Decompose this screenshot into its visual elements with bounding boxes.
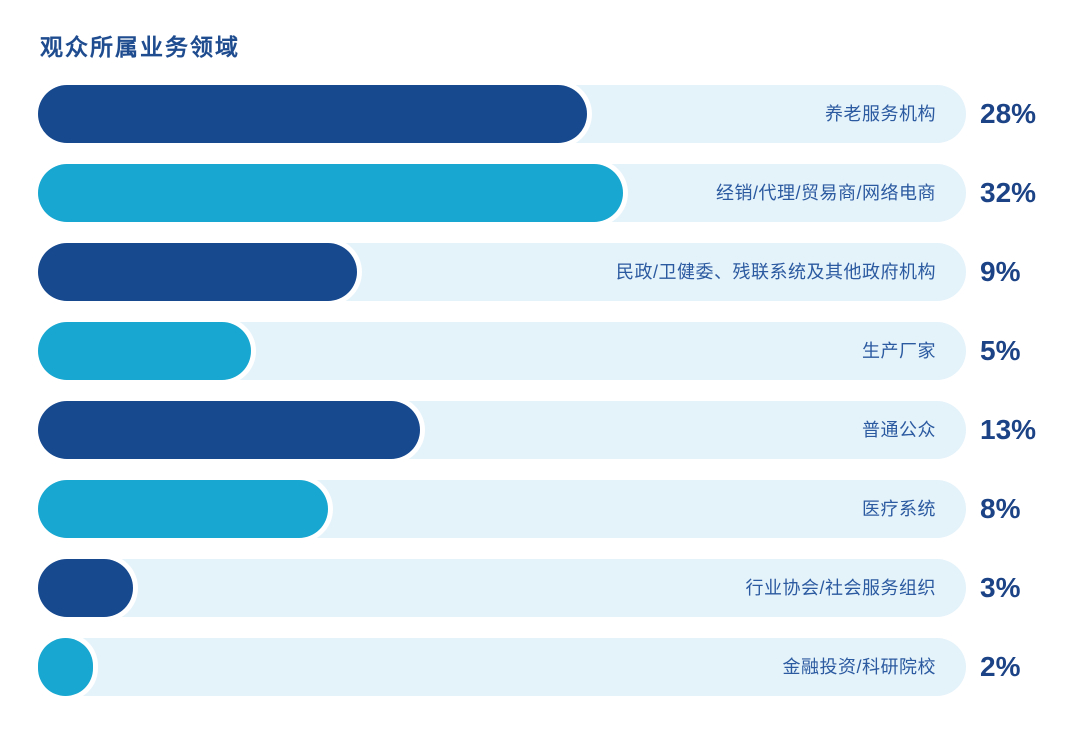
bar-value: 5% — [980, 335, 1021, 366]
bar-row: 生产厂家 5% — [38, 322, 1062, 380]
bar-row: 医疗系统 8% — [38, 480, 1062, 538]
bar-rows-container: 养老服务机构 28% 经销/代理/贸易商/网络电商 32% 民政/卫健委、残联系统及其他… — [38, 85, 1062, 717]
bar-track: 生产厂家 — [38, 322, 966, 380]
chart-title: 观众所属业务领域 — [40, 34, 240, 60]
bar-track: 民政/卫健委、残联系统及其他政府机构 — [38, 243, 966, 301]
bar-row: 行业协会/社会服务组织 3% — [38, 559, 1062, 617]
bar-fill — [38, 401, 420, 459]
bar-fill — [38, 638, 93, 696]
bar-value: 9% — [980, 256, 1021, 287]
bar-value: 28% — [980, 98, 1037, 129]
bar-row: 养老服务机构 28% — [38, 85, 1062, 143]
bar-track: 金融投资/科研院校 — [38, 638, 966, 696]
bar-label: 民政/卫健委、残联系统及其他政府机构 — [616, 262, 936, 282]
bar-label: 经销/代理/贸易商/网络电商 — [715, 183, 936, 203]
bar-row: 经销/代理/贸易商/网络电商 32% — [38, 164, 1062, 222]
bar-row: 民政/卫健委、残联系统及其他政府机构 9% — [38, 243, 1062, 301]
bar-track: 医疗系统 — [38, 480, 966, 538]
bar-track: 普通公众 — [38, 401, 966, 459]
bar-row: 金融投资/科研院校 2% — [38, 638, 1062, 696]
bar-label: 普通公众 — [862, 420, 936, 440]
bar-row: 普通公众 13% — [38, 401, 1062, 459]
bar-label: 金融投资/科研院校 — [782, 657, 936, 677]
bar-value: 8% — [980, 493, 1021, 524]
bar-fill — [38, 243, 357, 301]
bar-label: 医疗系统 — [862, 499, 936, 519]
bar-label: 养老服务机构 — [825, 104, 936, 124]
bar-track: 养老服务机构 — [38, 85, 966, 143]
bar-label: 生产厂家 — [862, 341, 936, 361]
bar-value: 2% — [980, 651, 1021, 682]
bar-label: 行业协会/社会服务组织 — [745, 578, 936, 598]
bar-fill — [38, 322, 251, 380]
bar-value: 13% — [980, 414, 1037, 445]
bar-value: 32% — [980, 177, 1037, 208]
bar-track: 经销/代理/贸易商/网络电商 — [38, 164, 966, 222]
bar-fill — [38, 85, 587, 143]
bar-fill — [38, 164, 623, 222]
bar-value: 3% — [980, 572, 1021, 603]
bar-track: 行业协会/社会服务组织 — [38, 559, 966, 617]
bar-fill — [38, 480, 328, 538]
bar-fill — [38, 559, 133, 617]
